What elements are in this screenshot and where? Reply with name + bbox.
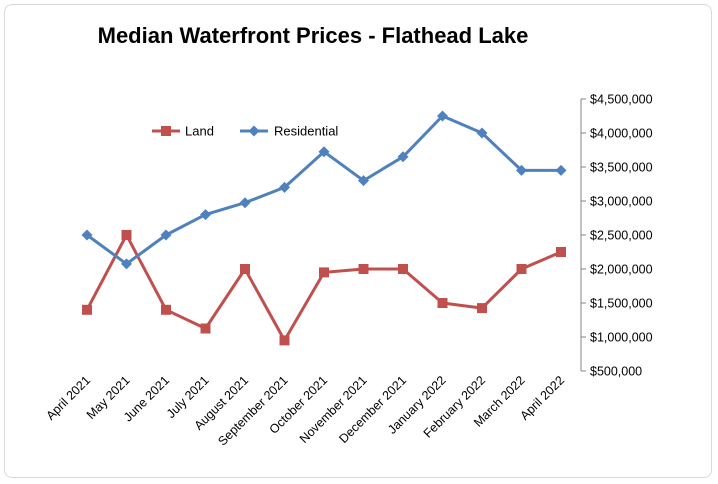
y-tick-label: $1,000,000	[590, 331, 653, 345]
y-tick-label: $4,000,000	[590, 127, 653, 141]
data-point-residential	[437, 110, 448, 122]
legend-item-residential: Residential	[240, 124, 338, 139]
y-tick-label: $4,500,000	[590, 93, 653, 107]
y-tick-label: $500,000	[590, 365, 642, 379]
data-point-land	[358, 264, 369, 274]
y-axis: $500,000 $1,000,000 $1,500,000 $2,000,000 $2…	[580, 93, 653, 379]
data-point-land	[477, 303, 487, 314]
data-point-land	[121, 230, 132, 240]
data-point-land	[319, 267, 329, 278]
y-tick-label: $2,500,000	[590, 229, 653, 243]
data-point-land	[279, 335, 290, 346]
data-point-land	[516, 264, 527, 274]
x-tick-label: September 2021	[215, 373, 290, 448]
data-point-land	[437, 298, 448, 308]
legend-label-land: Land	[185, 124, 214, 139]
data-point-land	[556, 247, 566, 257]
data-point-land	[240, 264, 250, 274]
data-point-land	[82, 304, 92, 315]
data-point-residential	[279, 181, 290, 193]
series-land	[82, 230, 566, 346]
y-tick-label: $3,500,000	[590, 161, 653, 175]
data-point-residential	[476, 127, 488, 139]
data-point-residential	[121, 258, 132, 270]
data-point-land	[398, 264, 408, 274]
legend-marker-residential	[248, 125, 260, 137]
series-line-land	[85, 233, 562, 342]
series-layer	[81, 110, 567, 346]
legend: Land Residential	[152, 124, 338, 139]
data-point-residential	[516, 164, 527, 176]
chart-title: Median Waterfront Prices - Flathead Lake	[98, 23, 529, 48]
data-point-land	[200, 323, 211, 334]
data-point-residential	[555, 164, 567, 176]
x-tick-label: April 2021	[43, 373, 93, 423]
x-tick-label: December 2021	[336, 373, 409, 446]
data-point-residential	[81, 229, 93, 241]
data-point-residential	[160, 229, 172, 241]
x-tick-label: November 2021	[297, 373, 370, 446]
data-point-residential	[239, 197, 251, 209]
data-point-land	[161, 304, 171, 315]
legend-marker-land	[161, 126, 171, 136]
y-tick-label: $3,000,000	[590, 195, 653, 209]
y-tick-label: $1,500,000	[590, 297, 653, 311]
data-point-residential	[358, 175, 369, 187]
series-residential	[81, 110, 567, 270]
data-point-residential	[397, 151, 409, 163]
data-point-residential	[200, 209, 211, 221]
data-point-residential	[318, 146, 330, 158]
legend-item-land: Land	[152, 124, 214, 139]
y-tick-label: $2,000,000	[590, 263, 653, 277]
legend-label-residential: Residential	[274, 124, 338, 139]
